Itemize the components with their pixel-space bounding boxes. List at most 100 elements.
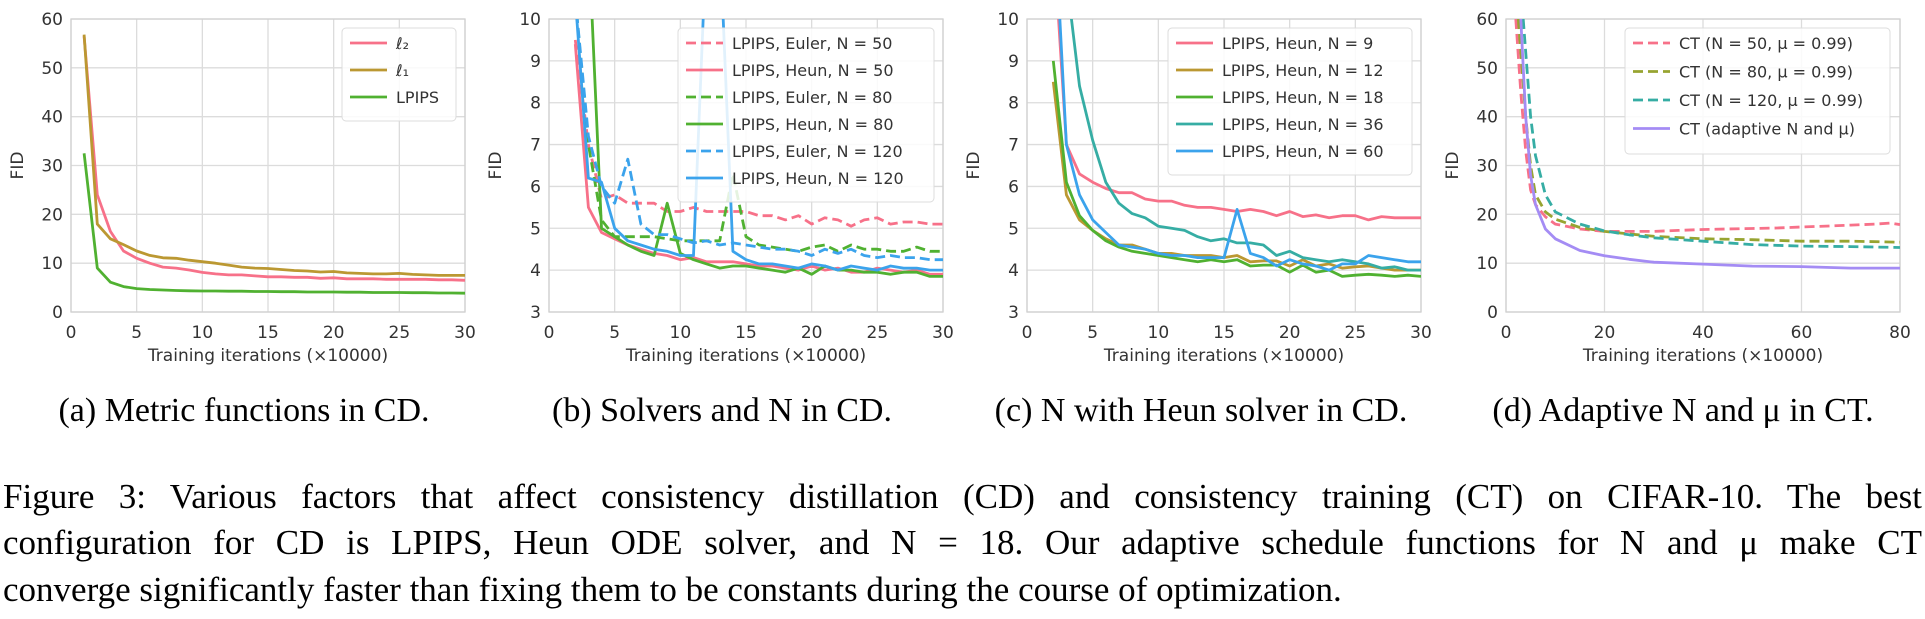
y-tick-label: 5	[1008, 219, 1019, 239]
x-tick-label: 0	[544, 323, 555, 343]
x-tick-label: 30	[1410, 323, 1432, 343]
subcaption-b: (b) Solvers and N in CD.	[552, 392, 892, 429]
y-tick-label: 7	[530, 136, 541, 156]
y-tick-label: 9	[1008, 52, 1019, 72]
legend-label: CT (adaptive N and μ)	[1679, 120, 1855, 139]
y-tick-label: 4	[530, 261, 541, 281]
series-line-3	[1051, 60, 1421, 278]
subcaption-c: (c) N with Heun solver in CD.	[994, 392, 1408, 429]
x-tick-label: 15	[735, 323, 757, 343]
y-tick-label: 50	[41, 59, 63, 79]
subcaption-a: (a) Metric functions in CD.	[58, 392, 430, 429]
legend-label: LPIPS, Heun, N = 36	[1222, 115, 1384, 134]
legend-label: LPIPS, Heun, N = 50	[732, 61, 894, 80]
y-tick-label: 7	[1008, 136, 1019, 156]
x-axis-label: Training iterations (×10000)	[147, 346, 388, 366]
legend-label: LPIPS, Heun, N = 12	[1222, 61, 1384, 80]
legend-label: LPIPS, Heun, N = 9	[1222, 34, 1373, 53]
series-line-3	[82, 153, 465, 295]
x-tick-label: 15	[1213, 323, 1235, 343]
legend: LPIPS, Heun, N = 9 LPIPS, Heun, N = 12 LPI…	[1167, 27, 1413, 176]
y-axis-label: FID	[964, 152, 984, 180]
y-tick-label: 8	[1008, 94, 1019, 114]
y-tick-label: 0	[1487, 303, 1498, 323]
legend-label: LPIPS, Heun, N = 18	[1222, 88, 1384, 107]
y-axis-label: FID	[1443, 152, 1463, 180]
y-tick-label: 6	[1008, 177, 1019, 197]
y-tick-label: 3	[530, 303, 541, 323]
x-tick-label: 40	[1692, 323, 1714, 343]
y-tick-label: 60	[41, 10, 63, 30]
legend-label: LPIPS, Heun, N = 60	[1222, 142, 1384, 161]
x-tick-label: 25	[867, 323, 889, 343]
y-tick-label: 10	[1476, 254, 1498, 274]
x-axis-label: Training iterations (×10000)	[1582, 346, 1823, 366]
y-tick-label: 6	[530, 177, 541, 197]
legend-box	[1167, 27, 1413, 176]
y-tick-label: 10	[41, 254, 63, 274]
legend-box	[1624, 27, 1891, 155]
y-tick-label: 10	[997, 10, 1019, 30]
x-tick-label: 10	[192, 323, 214, 343]
series-line-2	[1516, 19, 1900, 244]
x-tick-label: 5	[609, 323, 620, 343]
series-line-6	[575, 19, 943, 272]
plot-area	[82, 34, 465, 295]
legend: LPIPS, Euler, N = 50 LPIPS, Heun, N = 50 L…	[677, 27, 935, 203]
legend-label: CT (N = 80, μ = 0.99)	[1679, 63, 1853, 82]
legend-label: LPIPS	[396, 88, 439, 107]
y-tick-label: 3	[1008, 303, 1019, 323]
axes-frame	[1505, 18, 1901, 313]
figure-caption-line: converge significantly faster than fixin…	[3, 570, 1342, 609]
x-tick-label: 0	[1022, 323, 1033, 343]
y-tick-label: 20	[1476, 205, 1498, 225]
x-tick-label: 20	[323, 323, 345, 343]
series-line-1	[1514, 19, 1900, 233]
x-axis-label: Training iterations (×10000)	[1103, 346, 1344, 366]
series-line-4	[1519, 19, 1900, 270]
y-tick-label: 40	[41, 108, 63, 128]
y-tick-label: 60	[1476, 10, 1498, 30]
y-tick-label: 0	[52, 303, 63, 323]
figure-caption-line: Figure 3: Various factors that affect co…	[3, 477, 1922, 516]
x-tick-label: 5	[1087, 323, 1098, 343]
chart-d: 0 20 40 60 80 0 10 20 30 40 50 60 Training iteration…	[1443, 10, 1911, 366]
y-tick-label: 20	[41, 205, 63, 225]
subcaption-d: (d) Adaptive N and μ in CT.	[1492, 392, 1874, 429]
series-line-2	[1051, 81, 1421, 272]
legend: ℓ₂ ℓ₁ LPIPS	[341, 27, 457, 122]
legend-label: CT (N = 50, μ = 0.99)	[1679, 34, 1853, 53]
axes-frame	[70, 18, 466, 313]
x-tick-label: 30	[932, 323, 954, 343]
axes-frame	[548, 18, 944, 313]
y-tick-label: 5	[530, 219, 541, 239]
legend-label: ℓ₂	[395, 34, 409, 53]
legend-label: LPIPS, Heun, N = 80	[732, 115, 894, 134]
y-tick-label: 4	[1008, 261, 1019, 281]
plot-area	[573, 19, 943, 278]
series-line-2	[82, 34, 465, 277]
series-line-4	[1070, 19, 1421, 272]
plot-area	[1051, 19, 1421, 278]
x-tick-label: 60	[1791, 323, 1813, 343]
chart-b: 0 5 10 15 20 25 30 3 4 5 6 7 8 9 10 Training iterations…	[486, 10, 954, 366]
x-tick-label: 5	[131, 323, 142, 343]
legend: CT (N = 50, μ = 0.99) CT (N = 80, μ = 0.9…	[1624, 27, 1891, 155]
y-tick-label: 10	[519, 10, 541, 30]
legend-box	[677, 27, 935, 203]
legend-label: ℓ₁	[395, 61, 409, 80]
y-tick-label: 9	[530, 52, 541, 72]
y-axis-label: FID	[8, 152, 28, 180]
y-tick-label: 30	[41, 157, 63, 177]
x-axis-label: Training iterations (×10000)	[625, 346, 866, 366]
series-line-3	[575, 19, 943, 253]
x-tick-label: 20	[801, 323, 823, 343]
chart-c: 0 5 10 15 20 25 30 3 4 5 6 7 8 9 10 Training iterations…	[964, 10, 1432, 366]
series-line-5	[575, 19, 943, 262]
x-tick-label: 25	[1345, 323, 1367, 343]
chart-a: 0 5 10 15 20 25 30 0 10 20 30 40 50 60 Training iterat…	[8, 10, 476, 366]
x-tick-label: 10	[670, 323, 692, 343]
x-tick-label: 10	[1148, 323, 1170, 343]
x-tick-label: 15	[257, 323, 279, 343]
